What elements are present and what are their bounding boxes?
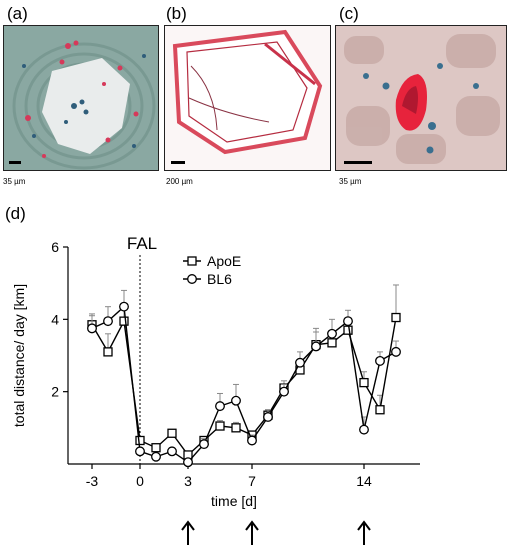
micrograph-b (164, 25, 331, 171)
x-tick-label: 7 (248, 473, 256, 489)
y-axis-label: total distance/ day [km] (11, 284, 27, 427)
data-point-circle (119, 301, 129, 312)
data-point-circle (87, 323, 97, 334)
data-point-square (103, 347, 113, 357)
data-point-circle (359, 424, 369, 435)
day-arrow (356, 520, 372, 551)
data-point-circle (295, 357, 305, 368)
legend-marker-circle (187, 274, 197, 284)
x-tick-label: 3 (184, 473, 192, 489)
data-point-square (391, 312, 401, 323)
data-point-square (167, 428, 177, 438)
data-point-circle (327, 328, 337, 339)
data-point-square (231, 423, 241, 433)
data-point-circle (167, 446, 177, 457)
data-point-circle (199, 439, 209, 450)
data-point-square (215, 421, 225, 431)
data-point-square (359, 377, 369, 388)
line-chart: 2 4 6 -3 0 3 7 14 FAL ApoE BL6 total distance/ … (11, 234, 420, 509)
panel-a-label: (a) (7, 4, 28, 23)
data-point-circle (391, 346, 401, 357)
x-tick-label: 14 (356, 473, 372, 489)
micrograph-a (3, 25, 159, 171)
y-tick-label: 6 (51, 239, 59, 255)
data-point-circle (311, 341, 321, 352)
data-point-square (135, 435, 145, 446)
chart-axes (67, 247, 420, 465)
data-point-circle (247, 435, 257, 446)
panel-d-label: (d) (5, 204, 26, 223)
data-point-square (151, 443, 161, 453)
x-tick-label: 0 (136, 473, 144, 489)
data-point-circle (103, 316, 113, 327)
chart-legend: ApoE BL6 (183, 253, 241, 287)
data-point-square (119, 316, 129, 326)
legend-marker-square (187, 256, 197, 266)
data-point-circle (263, 412, 273, 422)
legend-label: BL6 (207, 271, 232, 287)
data-point-circle (135, 446, 145, 457)
data-point-square (375, 405, 385, 415)
x-tick-label: -3 (86, 473, 99, 489)
series-apoe (87, 284, 401, 460)
x-axis-label: time [d] (211, 493, 257, 509)
micrograph-c (335, 25, 507, 171)
scale-label-c: 35 µm (339, 177, 362, 186)
y-tick-label: 4 (51, 311, 59, 327)
data-point-circle (375, 355, 385, 366)
panel-b-label: (b) (166, 4, 187, 23)
panel-c-label: (c) (339, 4, 359, 23)
data-point-circle (343, 316, 353, 327)
data-point-circle (231, 395, 241, 406)
data-point-square (327, 338, 337, 348)
y-tick-label: 2 (51, 384, 59, 400)
series-bl6 (87, 289, 401, 468)
data-point-circle (183, 457, 193, 468)
data-point-circle (279, 386, 289, 397)
scale-label-b: 200 µm (166, 177, 193, 186)
day-arrow (244, 520, 260, 551)
data-point-circle (215, 401, 225, 412)
legend-label: ApoE (207, 253, 241, 269)
data-point-circle (151, 451, 161, 462)
data-point-square (343, 325, 353, 335)
scale-label-a: 35 µm (3, 177, 26, 186)
day-arrow (180, 520, 196, 551)
fal-annotation: FAL (127, 234, 157, 253)
